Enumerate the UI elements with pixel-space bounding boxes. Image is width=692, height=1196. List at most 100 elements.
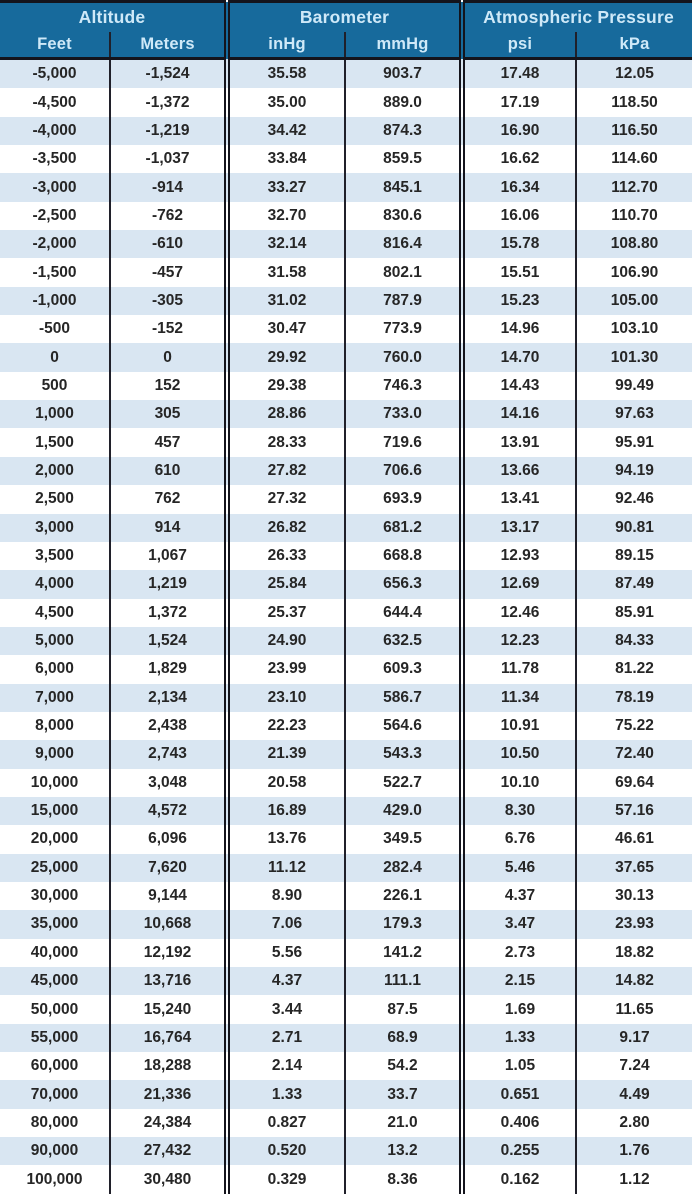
column-group-header-row: Altitude Barometer Atmospheric Pressure [0, 1, 692, 32]
table-cell: 11.12 [224, 853, 346, 882]
column-header-psi: psi [459, 32, 577, 60]
table-row: -3,500 -1,037 33.84 859.5 16.62 114.60 [0, 145, 692, 174]
table-cell: 103.10 [575, 315, 692, 344]
table-cell: 3,048 [108, 768, 228, 797]
table-row: 50,000 15,240 3.44 87.5 1.69 11.65 [0, 995, 692, 1024]
table-cell: -4,000 [0, 116, 110, 146]
table-row: 2,000 610 27.82 706.6 13.66 94.19 [0, 456, 692, 486]
table-cell: 2.80 [575, 1108, 692, 1138]
table-cell: 118.50 [575, 88, 692, 117]
table-row: 40,000 12,192 5.56 141.2 2.73 18.82 [0, 938, 692, 967]
table-cell: 68.9 [344, 1023, 463, 1053]
table-cell: 27.82 [224, 456, 346, 486]
table-cell: 4.37 [224, 967, 346, 996]
table-cell: 15,000 [0, 796, 110, 826]
table-cell: 34.42 [224, 116, 346, 146]
table-cell: 13.91 [459, 428, 577, 457]
table-cell: 90.81 [575, 513, 692, 542]
table-cell: 3.47 [459, 910, 577, 939]
table-body: -5,000 -1,524 35.58 903.7 17.48 12.05 -4,500 -1… [0, 58, 692, 1194]
table-cell: 746.3 [344, 371, 463, 401]
table-cell: 30,000 [0, 881, 110, 911]
table-cell: 35.58 [224, 58, 346, 89]
table-cell: 50,000 [0, 995, 110, 1024]
table-cell: 20.58 [224, 768, 346, 797]
table-cell: -305 [108, 286, 228, 316]
table-cell: 94.19 [575, 456, 692, 486]
table-cell: 816.4 [344, 230, 463, 259]
table-cell: 33.84 [224, 145, 346, 174]
table-cell: 16.62 [459, 145, 577, 174]
table-cell: -2,500 [0, 201, 110, 231]
table-cell: 522.7 [344, 768, 463, 797]
table-cell: 0.255 [459, 1137, 577, 1166]
table-row: -2,500 -762 32.70 830.6 16.06 110.70 [0, 201, 692, 231]
table-cell: -3,000 [0, 173, 110, 202]
table-cell: 914 [108, 513, 228, 542]
table-cell: 3,500 [0, 541, 110, 571]
table-cell: 21,336 [108, 1080, 228, 1109]
table-cell: 110.70 [575, 201, 692, 231]
table-cell: 23.10 [224, 683, 346, 712]
table-cell: 23.93 [575, 910, 692, 939]
table-cell: 282.4 [344, 853, 463, 882]
table-cell: 457 [108, 428, 228, 457]
table-cell: 14.16 [459, 400, 577, 429]
table-row: 15,000 4,572 16.89 429.0 8.30 57.16 [0, 796, 692, 826]
table-cell: 13.2 [344, 1137, 463, 1166]
table-row: 20,000 6,096 13.76 349.5 6.76 46.61 [0, 825, 692, 854]
table-cell: 874.3 [344, 116, 463, 146]
table-cell: 25.84 [224, 570, 346, 599]
table-cell: 10,000 [0, 768, 110, 797]
table-row: 3,500 1,067 26.33 668.8 12.93 89.15 [0, 541, 692, 571]
table-cell: 9,000 [0, 740, 110, 769]
table-cell: 5.56 [224, 938, 346, 967]
table-cell: 1,524 [108, 626, 228, 656]
table-cell: 32.70 [224, 201, 346, 231]
table-cell: 15.51 [459, 258, 577, 287]
table-cell: 100,000 [0, 1165, 110, 1194]
table-row: 90,000 27,432 0.520 13.2 0.255 1.76 [0, 1137, 692, 1166]
table-cell: 762 [108, 485, 228, 514]
table-cell: 26.33 [224, 541, 346, 571]
table-cell: 305 [108, 400, 228, 429]
table-cell: 0.827 [224, 1108, 346, 1138]
table-cell: 46.61 [575, 825, 692, 854]
table-cell: 9.17 [575, 1023, 692, 1053]
table-row: -500 -152 30.47 773.9 14.96 103.10 [0, 315, 692, 344]
table-cell: 106.90 [575, 258, 692, 287]
table-cell: 92.46 [575, 485, 692, 514]
table-row: 1,500 457 28.33 719.6 13.91 95.91 [0, 428, 692, 457]
table-cell: 802.1 [344, 258, 463, 287]
table-cell: 108.80 [575, 230, 692, 259]
table-cell: 4.49 [575, 1080, 692, 1109]
table-row: 500 152 29.38 746.3 14.43 99.49 [0, 371, 692, 401]
table-cell: 87.5 [344, 995, 463, 1024]
table-cell: 15,240 [108, 995, 228, 1024]
table-cell: 17.19 [459, 88, 577, 117]
table-cell: 35.00 [224, 88, 346, 117]
table-cell: 1.33 [459, 1023, 577, 1053]
table-cell: 111.1 [344, 967, 463, 996]
table-cell: 13.76 [224, 825, 346, 854]
table-cell: 859.5 [344, 145, 463, 174]
table-row: -1,000 -305 31.02 787.9 15.23 105.00 [0, 286, 692, 316]
table-cell: 609.3 [344, 655, 463, 684]
table-cell: 1,500 [0, 428, 110, 457]
table-cell: 12.05 [575, 58, 692, 89]
table-cell: 1,219 [108, 570, 228, 599]
table-cell: 693.9 [344, 485, 463, 514]
table-cell: 25.37 [224, 598, 346, 627]
table-cell: 1.69 [459, 995, 577, 1024]
table-cell: 706.6 [344, 456, 463, 486]
table-cell: 84.33 [575, 626, 692, 656]
table-cell: 1.12 [575, 1165, 692, 1194]
table-cell: 55,000 [0, 1023, 110, 1053]
table-cell: 10.50 [459, 740, 577, 769]
table-cell: 16.89 [224, 796, 346, 826]
table-cell: 30.47 [224, 315, 346, 344]
table-cell: -2,000 [0, 230, 110, 259]
table-cell: 632.5 [344, 626, 463, 656]
table-cell: -1,500 [0, 258, 110, 287]
